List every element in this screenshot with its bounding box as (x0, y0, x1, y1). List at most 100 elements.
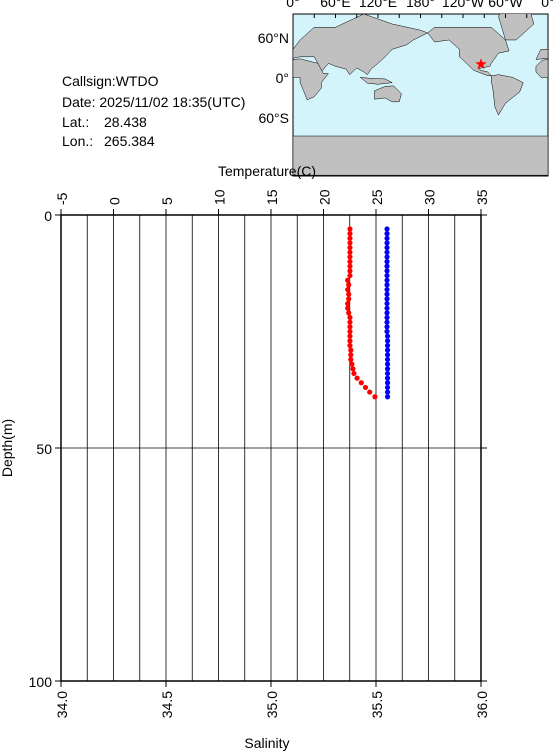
data-point (384, 300, 390, 307)
data-point (384, 356, 391, 363)
map-lon-label: 180° (406, 0, 435, 10)
x-tick-label: 0 (107, 197, 123, 205)
data-point (347, 272, 353, 279)
data-point (384, 384, 391, 391)
map-lat-label: 60°N (258, 30, 289, 46)
data-point (384, 235, 390, 241)
data-point (354, 375, 360, 381)
data-point (347, 324, 353, 330)
data-point (384, 352, 391, 358)
x2-axis-title: Salinity (244, 735, 289, 751)
x-tick-label: 25 (369, 189, 385, 205)
data-point (345, 305, 351, 311)
map-land (293, 14, 548, 176)
y-axis-title: Depth(m) (0, 419, 15, 477)
data-point (384, 245, 390, 251)
x-axis-title: Temperature(C) (218, 163, 316, 179)
x2-tick-label: 34.0 (54, 691, 70, 718)
data-point (348, 347, 354, 353)
continent (491, 74, 524, 116)
plot-frame (60, 214, 482, 682)
data-point (347, 328, 353, 335)
map-lon-label: 120°W (442, 0, 485, 10)
data-point (384, 291, 390, 297)
data-point (384, 375, 391, 381)
data-point (384, 231, 390, 237)
continent (498, 14, 535, 41)
data-point (347, 240, 353, 246)
data-point (348, 352, 354, 358)
y-tick-label: 50 (36, 441, 52, 457)
data-point (384, 263, 390, 269)
data-point (384, 342, 391, 349)
lat-label: Lat.: (62, 114, 89, 130)
callsign: Callsign:WTDO (62, 73, 159, 89)
map-lon-label: 0° (286, 0, 299, 10)
data-point (362, 384, 369, 391)
map-lat-label: 0° (276, 70, 289, 86)
data-point (347, 314, 353, 321)
x2-tick-label: 35.5 (369, 691, 385, 718)
data-point (384, 296, 390, 302)
data-point (345, 300, 351, 307)
continent (359, 77, 394, 85)
data-point (345, 277, 351, 283)
data-point (347, 268, 353, 274)
x-tick-label: 5 (159, 197, 175, 205)
map-lon-label: 0° (541, 0, 553, 10)
data-point (384, 319, 390, 325)
data-point (384, 286, 390, 293)
data-point (384, 277, 390, 283)
data-point (347, 319, 353, 325)
continent (535, 59, 548, 78)
x2-tick-label: 34.5 (159, 691, 175, 718)
date: Date: 2025/11/02 18:35(UTC) (62, 94, 245, 110)
data-point (384, 324, 390, 330)
continent (427, 26, 510, 76)
data-point (350, 366, 356, 372)
data-point (351, 370, 357, 377)
data-point (347, 231, 353, 237)
x-tick-label: 35 (474, 189, 490, 205)
data-point (347, 235, 353, 241)
data-point (384, 361, 391, 367)
data-point (347, 254, 353, 260)
data-point (347, 342, 353, 349)
data-point (384, 282, 390, 288)
data-point (384, 370, 391, 377)
data-point (384, 259, 390, 265)
data-point (346, 291, 352, 297)
x-tick-label: 20 (317, 189, 333, 205)
data-point (347, 259, 353, 265)
data-point (384, 268, 390, 274)
data-point (347, 333, 353, 339)
data-point (348, 356, 354, 363)
data-point (384, 394, 391, 400)
data-point (384, 338, 391, 344)
x-tick-label: 30 (422, 189, 438, 205)
lat-value: 28.438 (104, 114, 147, 130)
data-point (384, 249, 390, 255)
data-point (349, 361, 355, 367)
data-point (384, 380, 391, 386)
data-point (347, 245, 353, 251)
data-point (358, 380, 364, 386)
data-point (347, 263, 353, 269)
data-point (384, 254, 390, 260)
x2-tick-label: 36.0 (474, 691, 490, 718)
data-point (346, 310, 352, 316)
data-point (346, 282, 352, 288)
continent (374, 85, 402, 103)
map-lon-label: 60°E (320, 0, 351, 10)
x-tick-label: 15 (264, 189, 280, 205)
data-point (347, 249, 353, 255)
x-tick-label: -5 (54, 192, 70, 205)
data-point (384, 347, 391, 353)
data-point (384, 310, 390, 316)
map-lon-label: 120°E (359, 0, 397, 10)
y-tick-label: 100 (29, 674, 53, 690)
data-point (384, 305, 390, 311)
data-point (384, 314, 390, 321)
data-point (384, 366, 391, 372)
